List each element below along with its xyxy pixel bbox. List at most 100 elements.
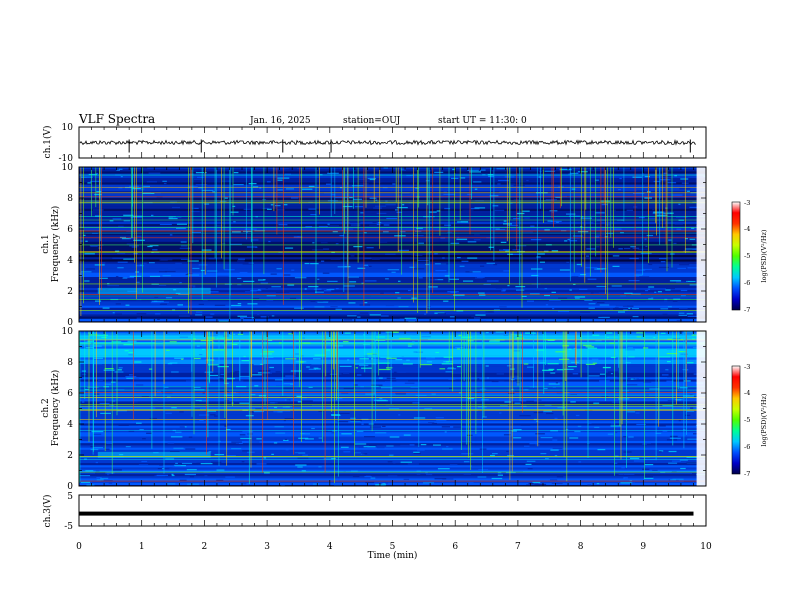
spectro-speckle bbox=[149, 275, 161, 277]
spectro-speckle bbox=[692, 473, 698, 475]
spectro-speckle bbox=[552, 439, 558, 441]
spectro-band bbox=[79, 314, 706, 317]
spectro-speckle bbox=[242, 409, 249, 411]
spectro-speckle bbox=[618, 398, 630, 400]
spectro-speckle bbox=[126, 243, 135, 245]
spectro-band bbox=[79, 443, 706, 446]
spectro-speckle bbox=[691, 227, 695, 229]
spectro-speckle bbox=[230, 243, 242, 245]
spectro-band bbox=[79, 281, 706, 284]
spectro-speckle bbox=[488, 175, 494, 177]
spectro-speckle bbox=[185, 448, 196, 450]
spectro-speckle bbox=[610, 373, 613, 375]
spectro-speckle bbox=[466, 434, 473, 436]
spectro-speckle bbox=[647, 288, 650, 290]
spectro-speckle bbox=[125, 304, 130, 306]
spectro-speckle bbox=[229, 335, 232, 337]
spectro-speckle bbox=[350, 255, 355, 257]
spectro-speckle bbox=[315, 291, 324, 293]
spectro-speckle bbox=[687, 267, 700, 269]
spectro-speckle bbox=[366, 247, 374, 249]
spectro-speckle bbox=[653, 180, 661, 183]
spectro-speckle bbox=[376, 212, 387, 214]
spectro-speckle bbox=[157, 318, 160, 320]
spectro-speckle bbox=[457, 257, 461, 259]
spectro-speckle bbox=[302, 454, 308, 456]
spectro-speckle bbox=[107, 474, 110, 476]
spectro-speckle bbox=[291, 269, 295, 271]
spectro-speckle bbox=[374, 339, 386, 341]
spectro-speckle bbox=[426, 474, 433, 476]
spectro-speckle bbox=[365, 363, 377, 365]
spectro-speckle bbox=[400, 169, 406, 171]
spectro-speckle bbox=[576, 171, 582, 173]
spectro-speckle bbox=[349, 281, 357, 283]
spectro-speckle bbox=[571, 188, 576, 190]
spectro-speckle bbox=[155, 407, 164, 409]
spectro-speckle bbox=[280, 382, 290, 384]
spectro-speckle bbox=[666, 353, 678, 355]
spectro-speckle bbox=[622, 421, 627, 423]
spectro-speckle bbox=[510, 334, 523, 336]
spectro-speckle bbox=[195, 314, 203, 316]
spectro-speckle bbox=[467, 193, 472, 195]
spectro-speckle bbox=[402, 363, 413, 365]
spectro-speckle bbox=[104, 448, 110, 450]
spectro-speckle bbox=[408, 289, 411, 292]
spectro-speckle bbox=[663, 370, 668, 372]
spectro-speckle bbox=[380, 292, 384, 294]
spectro-speckle bbox=[457, 348, 460, 350]
spectro-speckle bbox=[531, 268, 543, 270]
spectro-band bbox=[79, 206, 706, 209]
spectro-speckle bbox=[506, 365, 512, 367]
spectro-speckle bbox=[556, 438, 559, 440]
ch2-channel-label: ch.2 bbox=[41, 398, 51, 417]
spectro-speckle bbox=[599, 304, 610, 306]
spectro-speckle bbox=[585, 267, 598, 269]
spectro-speckle bbox=[267, 208, 272, 210]
spectro-speckle bbox=[273, 442, 278, 444]
spectro-speckle bbox=[126, 303, 137, 305]
xtick-4: 4 bbox=[327, 542, 333, 552]
spectro-speckle bbox=[216, 479, 224, 481]
spectro-speckle bbox=[333, 201, 344, 203]
spectro-speckle bbox=[680, 178, 689, 180]
spectro-speckle bbox=[394, 371, 397, 373]
spectro-speckle bbox=[118, 187, 123, 189]
spectro-speckle bbox=[429, 279, 438, 281]
spectro-speckle bbox=[383, 167, 388, 169]
spectro-speckle bbox=[388, 408, 400, 410]
spectro-speckle bbox=[146, 181, 157, 183]
spectro-speckle bbox=[536, 256, 541, 258]
spectro-speckle bbox=[369, 444, 377, 446]
spectro-speckle bbox=[331, 458, 336, 460]
spectro-speckle bbox=[242, 450, 250, 452]
spectro-speckle bbox=[174, 185, 186, 187]
xtick-7: 7 bbox=[515, 542, 521, 552]
spectro-band bbox=[79, 259, 706, 262]
spectro-speckle bbox=[598, 315, 602, 317]
spectro-speckle bbox=[205, 316, 213, 318]
ch1-ytick-bottom: -10 bbox=[59, 154, 74, 164]
spectro-speckle bbox=[622, 428, 633, 430]
spectro-speckle bbox=[274, 406, 278, 409]
spectro-speckle bbox=[311, 363, 323, 365]
spectro-speckle bbox=[614, 307, 619, 309]
spectro-speckle bbox=[526, 400, 534, 402]
spectro-speckle bbox=[584, 299, 593, 301]
spectro-speckle bbox=[511, 253, 522, 255]
spectro-speckle bbox=[614, 462, 618, 464]
spectro-band bbox=[79, 361, 706, 365]
spectro-speckle bbox=[588, 303, 596, 305]
spectro-speckle bbox=[419, 172, 428, 174]
spectro-speckle bbox=[400, 231, 406, 233]
spectro-speckle bbox=[331, 414, 340, 416]
spectro-speckle bbox=[216, 224, 223, 226]
spectro-speckle bbox=[538, 176, 542, 178]
spectro-speckle bbox=[80, 209, 85, 211]
spectro-speckle bbox=[642, 268, 652, 270]
spectro-speckle bbox=[706, 469, 714, 470]
spectro-speckle bbox=[675, 399, 683, 401]
spectro-speckle bbox=[375, 432, 387, 434]
spectro-speckle bbox=[343, 285, 355, 287]
